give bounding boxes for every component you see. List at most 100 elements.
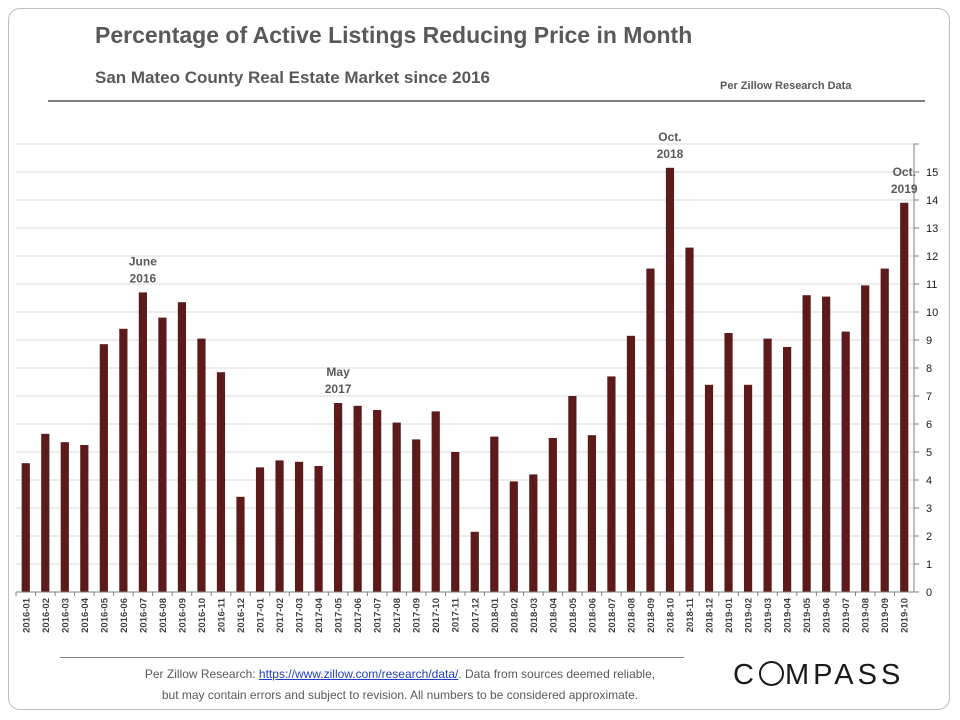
x-tick-label: 2016-05: [99, 597, 110, 633]
x-tick-label: 2017-12: [470, 598, 481, 633]
x-tick-label: 2016-03: [60, 598, 71, 633]
bar-2019-10: [900, 202, 909, 593]
x-tick-label: 2017-03: [295, 598, 306, 633]
bar-2017-02: [275, 460, 284, 592]
bar-2019-07: [841, 331, 850, 592]
header-divider: [48, 100, 925, 102]
y-tick-label: 6: [926, 419, 932, 431]
x-tick-label: 2018-06: [587, 598, 598, 633]
bar-2016-09: [177, 302, 187, 592]
x-tick-label: 2017-04: [314, 597, 325, 633]
bar-2019-09: [880, 268, 889, 592]
bar-2017-06: [353, 405, 362, 592]
slide-frame: [8, 8, 950, 710]
x-tick-label: 2019-07: [841, 598, 852, 633]
bar-2018-02: [509, 481, 518, 592]
bar-2017-10: [431, 411, 440, 592]
x-tick-label: 2017-01: [256, 597, 267, 633]
x-tick-label: 2018-12: [705, 598, 716, 633]
annotation-2016-07: June 2016: [129, 254, 157, 285]
x-tick-label: 2019-08: [861, 598, 872, 633]
bar-2017-03: [294, 461, 304, 592]
source-note: Per Zillow Research Data: [720, 80, 852, 92]
footer-divider: [60, 657, 684, 658]
x-tick-label: 2016-06: [119, 598, 130, 633]
bar-2017-07: [373, 410, 382, 592]
bar-2016-10: [197, 338, 206, 592]
bar-2017-01: [255, 467, 265, 592]
x-tick-label: 2018-10: [665, 598, 676, 633]
zillow-research-link[interactable]: https://www.zillow.com/research/data/: [258, 667, 459, 681]
y-tick-label: 3: [926, 503, 932, 515]
bar-2016-11: [216, 372, 226, 592]
x-tick-label: 2017-11: [451, 597, 462, 632]
x-tick-label: 2018-07: [607, 598, 618, 633]
annotations: June 2016 May 2017 Oct. 2018 Oct. 2019: [129, 130, 918, 396]
bar-2016-06: [119, 328, 128, 592]
bar-2019-08: [861, 285, 870, 592]
bar-2016-07: [138, 292, 147, 592]
x-tick-label: 2016-10: [197, 598, 208, 633]
bar-2018-08: [626, 335, 636, 592]
y-tick-label: 7: [926, 391, 932, 403]
x-tick-label: 2016-11: [216, 597, 227, 632]
bar-2018-11: [685, 247, 694, 592]
bar-2018-01: [490, 436, 499, 592]
annotation-2018-10: Oct. 2018: [657, 130, 684, 161]
bar-2019-06: [822, 296, 831, 592]
bar-2016-08: [158, 317, 167, 592]
x-tick-label: 2016-08: [158, 598, 169, 633]
y-tick-label: 13: [926, 223, 938, 235]
y-tick-label: 5: [926, 447, 932, 459]
annotation-2019-10: Oct. 2019: [891, 165, 918, 196]
bar-2016-02: [41, 433, 50, 592]
x-tick-label: 2016-01: [21, 597, 32, 633]
x-tick-label: 2017-09: [412, 598, 423, 633]
bar-2016-04: [80, 445, 89, 592]
bar-2019-03: [763, 338, 772, 592]
bar-2018-04: [548, 438, 557, 592]
bar-2018-09: [646, 268, 655, 592]
x-tick-label: 2017-02: [275, 598, 286, 633]
bar-2017-05: [334, 403, 343, 592]
x-tick-label: 2019-09: [880, 598, 891, 633]
x-tick-label: 2016-04: [80, 597, 91, 633]
x-tick-label: 2018-04: [548, 597, 559, 633]
x-tick-label: 2017-07: [373, 598, 384, 633]
x-tick-label: 2017-06: [353, 598, 364, 633]
x-tick-label: 2019-03: [763, 598, 774, 633]
y-tick-label: 14: [926, 195, 938, 207]
x-tick-label: 2019-01: [724, 597, 735, 633]
bar-2019-02: [743, 384, 753, 592]
chart-subtitle: San Mateo County Real Estate Market sinc…: [95, 68, 490, 87]
x-tick-label: 2018-01: [490, 597, 501, 633]
x-tick-label: 2017-10: [431, 598, 442, 633]
gridlines: [16, 143, 914, 593]
footer-prefix: Per Zillow Research:: [144, 667, 259, 681]
footer-disclaimer: but may contain errors and subject to re…: [161, 688, 639, 702]
y-tick-label: 15: [926, 167, 938, 179]
bar-2019-04: [783, 347, 792, 592]
x-tick-label: 2018-03: [529, 598, 540, 633]
annotation-2017-05: May 2017: [325, 365, 352, 396]
y-tick-label: 10: [926, 307, 938, 319]
bar-2018-06: [587, 435, 596, 592]
footer-note: Per Zillow Research: https://www.zillow.…: [80, 664, 720, 706]
bar-2016-05: [99, 344, 108, 592]
x-tick-label: 2017-05: [334, 597, 345, 633]
x-tick-label: 2019-05: [802, 597, 813, 633]
bar-2016-01: [21, 463, 30, 592]
x-tick-label: 2017-08: [392, 598, 403, 633]
y-tick-label: 8: [926, 363, 932, 375]
y-tick-label: 0: [926, 587, 932, 599]
x-tick-label: 2019-06: [822, 598, 833, 633]
axes: [15, 143, 919, 596]
x-tick-label: 2016-02: [41, 598, 52, 633]
y-tick-label: 12: [926, 251, 938, 263]
bar-2018-07: [607, 376, 616, 592]
y-tick-label: 9: [926, 335, 932, 347]
bar-2018-03: [529, 474, 538, 592]
bars: [21, 167, 909, 593]
